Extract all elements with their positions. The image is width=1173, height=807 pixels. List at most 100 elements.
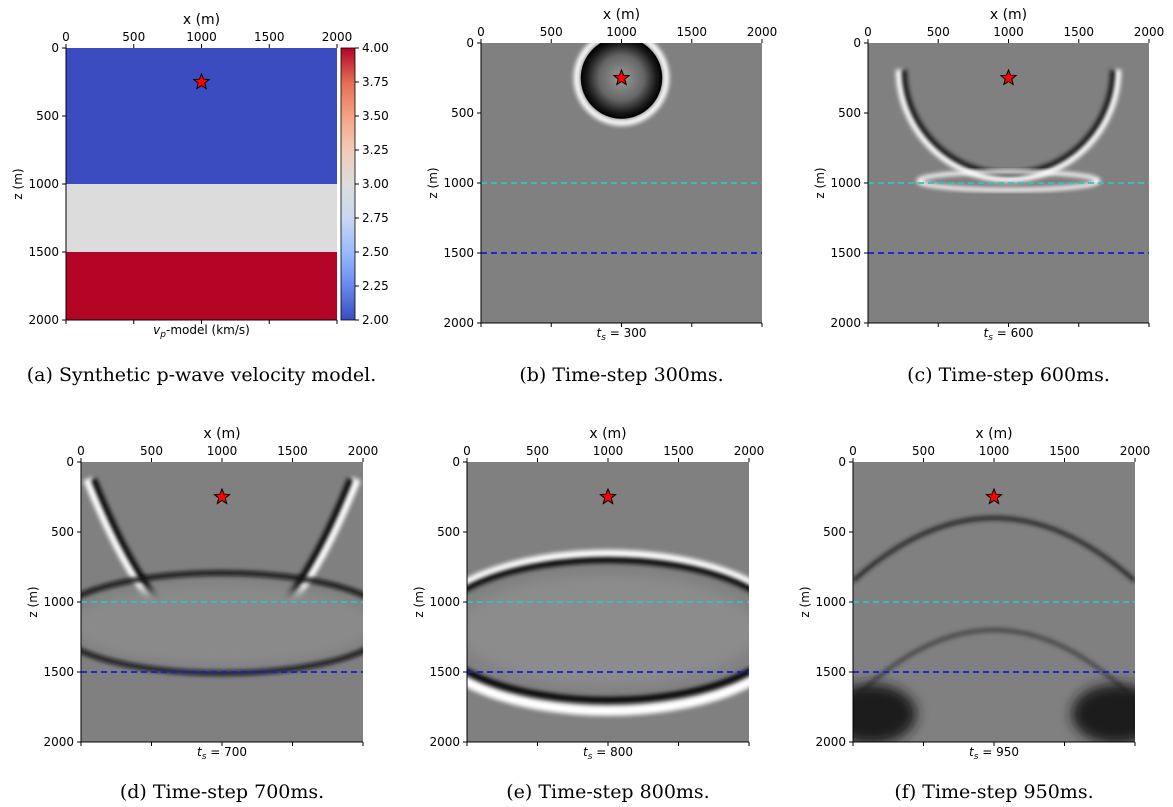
velocity-layer (66, 48, 337, 184)
time-step-label: ts = 600 (983, 326, 1033, 343)
upgoing-wavefront (853, 516, 1135, 583)
y-tick-label: 0 (838, 455, 846, 469)
y-tick-label: 0 (66, 455, 74, 469)
x-tick-label: 0 (77, 444, 85, 458)
colorbar-gradient (340, 47, 356, 321)
source-star-icon (213, 487, 231, 505)
y-tick-label: 2000 (443, 316, 474, 330)
x-axis-label: x (m) (990, 7, 1027, 23)
panel-caption: (f) Time-step 950ms. (894, 781, 1093, 803)
y-tick-label: 1500 (443, 246, 474, 260)
panel-caption: (b) Time-step 300ms. (519, 364, 723, 386)
velocity-layer (66, 184, 337, 252)
panel-d: 0 500 1000 1500 2000 0 500 1000 1500 2000 x (m) z (… (26, 426, 379, 803)
corner-energy-left (853, 684, 917, 742)
panel-e: 0 500 1000 1500 2000 0 500 1000 1500 2000 x (m) z (… (412, 426, 764, 803)
colorbar-tick-label: 2.50 (362, 245, 389, 259)
y-tick-label: 1000 (43, 595, 74, 609)
x-tick-label: 1000 (186, 30, 217, 44)
colorbar-tick-label: 3.25 (362, 143, 389, 157)
colorbar-tick-label: 2.25 (362, 279, 389, 293)
y-tick-label: 0 (452, 455, 460, 469)
x-tick-label: 1500 (1049, 444, 1080, 458)
x-axis-label: x (m) (603, 7, 640, 23)
time-step-label: ts = 300 (596, 326, 646, 343)
y-tick-label: 1000 (443, 176, 474, 190)
y-tick-label: 1500 (28, 245, 59, 259)
colorbar-tick-label: 3.00 (362, 177, 389, 191)
x-tick-label: 0 (849, 444, 857, 458)
panel-caption: (c) Time-step 600ms. (907, 364, 1110, 386)
x-axis-label: x (m) (183, 12, 220, 28)
y-tick-label: 500 (451, 106, 474, 120)
panel-c: 0 500 1000 1500 2000 0 500 1000 1500 2000 x (m) z (… (813, 7, 1164, 386)
y-axis-label: z (m) (26, 586, 40, 617)
y-axis-label: z (m) (412, 586, 426, 617)
corner-energy-right (1071, 684, 1135, 742)
x-axis-label: x (m) (589, 426, 626, 442)
y-axis-label: z (m) (11, 168, 25, 199)
panel-b: 0 500 1000 1500 2000 0 500 1000 1500 2000 x (m) z (… (426, 7, 777, 386)
x-tick-label: 1000 (207, 444, 238, 458)
y-tick-label: 2000 (815, 735, 846, 749)
x-tick-label: 2000 (747, 25, 778, 39)
x-tick-label: 1500 (663, 444, 694, 458)
y-tick-label: 500 (437, 525, 460, 539)
x-tick-label: 2000 (348, 444, 379, 458)
x-tick-label: 2000 (1120, 444, 1151, 458)
source-star-icon (999, 68, 1018, 86)
reflection-interior (81, 584, 363, 665)
x-tick-label: 1500 (1063, 25, 1094, 39)
x-tick-label: 1500 (277, 444, 308, 458)
colorbar-tick-label: 2.75 (362, 211, 389, 225)
x-axis-label: x (m) (203, 426, 240, 442)
colorbar-tick-label: 4.00 (362, 41, 389, 55)
panel-f: 0 500 1000 1500 2000 0 500 1000 1500 2000 x (m) z (… (798, 426, 1151, 803)
plot-area (81, 462, 363, 742)
x-tick-label: 1500 (254, 30, 285, 44)
source-star-icon (612, 68, 631, 86)
y-tick-label: 2000 (28, 313, 59, 327)
wavefront-white (467, 549, 749, 716)
colorbar-tick-label: 3.50 (362, 109, 389, 123)
panel-caption: (e) Time-step 800ms. (506, 781, 709, 803)
plot-area (481, 43, 762, 323)
plot-area (853, 462, 1135, 742)
panel-a: 0 500 1000 1500 2000 0 500 1000 1500 2000 x (m) z (… (11, 12, 389, 386)
x-tick-label: 500 (526, 444, 549, 458)
colorbar-label: vp-model (km/s) (153, 323, 250, 340)
y-tick-label: 500 (823, 525, 846, 539)
x-tick-label: 1500 (676, 25, 707, 39)
y-axis-label: z (m) (798, 586, 812, 617)
x-tick-label: 0 (864, 25, 872, 39)
x-tick-label: 2000 (322, 30, 353, 44)
wavefront-white (895, 69, 1122, 183)
reflection-ellipse (81, 570, 363, 676)
y-tick-label: 500 (838, 106, 861, 120)
x-tick-label: 2000 (1134, 25, 1165, 39)
y-tick-label: 2000 (429, 735, 460, 749)
y-tick-label: 1500 (830, 246, 861, 260)
source-star-icon (985, 487, 1003, 505)
colorbar-tick-label: 2.00 (362, 313, 389, 327)
y-tick-label: 1000 (429, 595, 460, 609)
velocity-layer (66, 252, 337, 320)
wavefront-black (467, 557, 749, 703)
x-tick-label: 1000 (979, 444, 1010, 458)
source-star-icon (192, 72, 211, 90)
x-tick-label: 500 (912, 444, 935, 458)
y-tick-label: 0 (51, 41, 59, 55)
time-step-label: ts = 950 (969, 745, 1019, 762)
reflection-cap (916, 169, 1101, 192)
y-tick-label: 0 (466, 36, 474, 50)
reflection-interior (467, 575, 749, 685)
x-tick-label: 500 (540, 25, 563, 39)
x-tick-label: 1000 (593, 444, 624, 458)
x-tick-label: 1000 (606, 25, 637, 39)
plot-area (467, 462, 749, 742)
x-tick-label: 0 (463, 444, 471, 458)
y-tick-label: 1500 (815, 665, 846, 679)
x-axis-label: x (m) (975, 426, 1012, 442)
x-tick-label: 500 (122, 30, 145, 44)
reflected-wavefront (853, 628, 1135, 702)
